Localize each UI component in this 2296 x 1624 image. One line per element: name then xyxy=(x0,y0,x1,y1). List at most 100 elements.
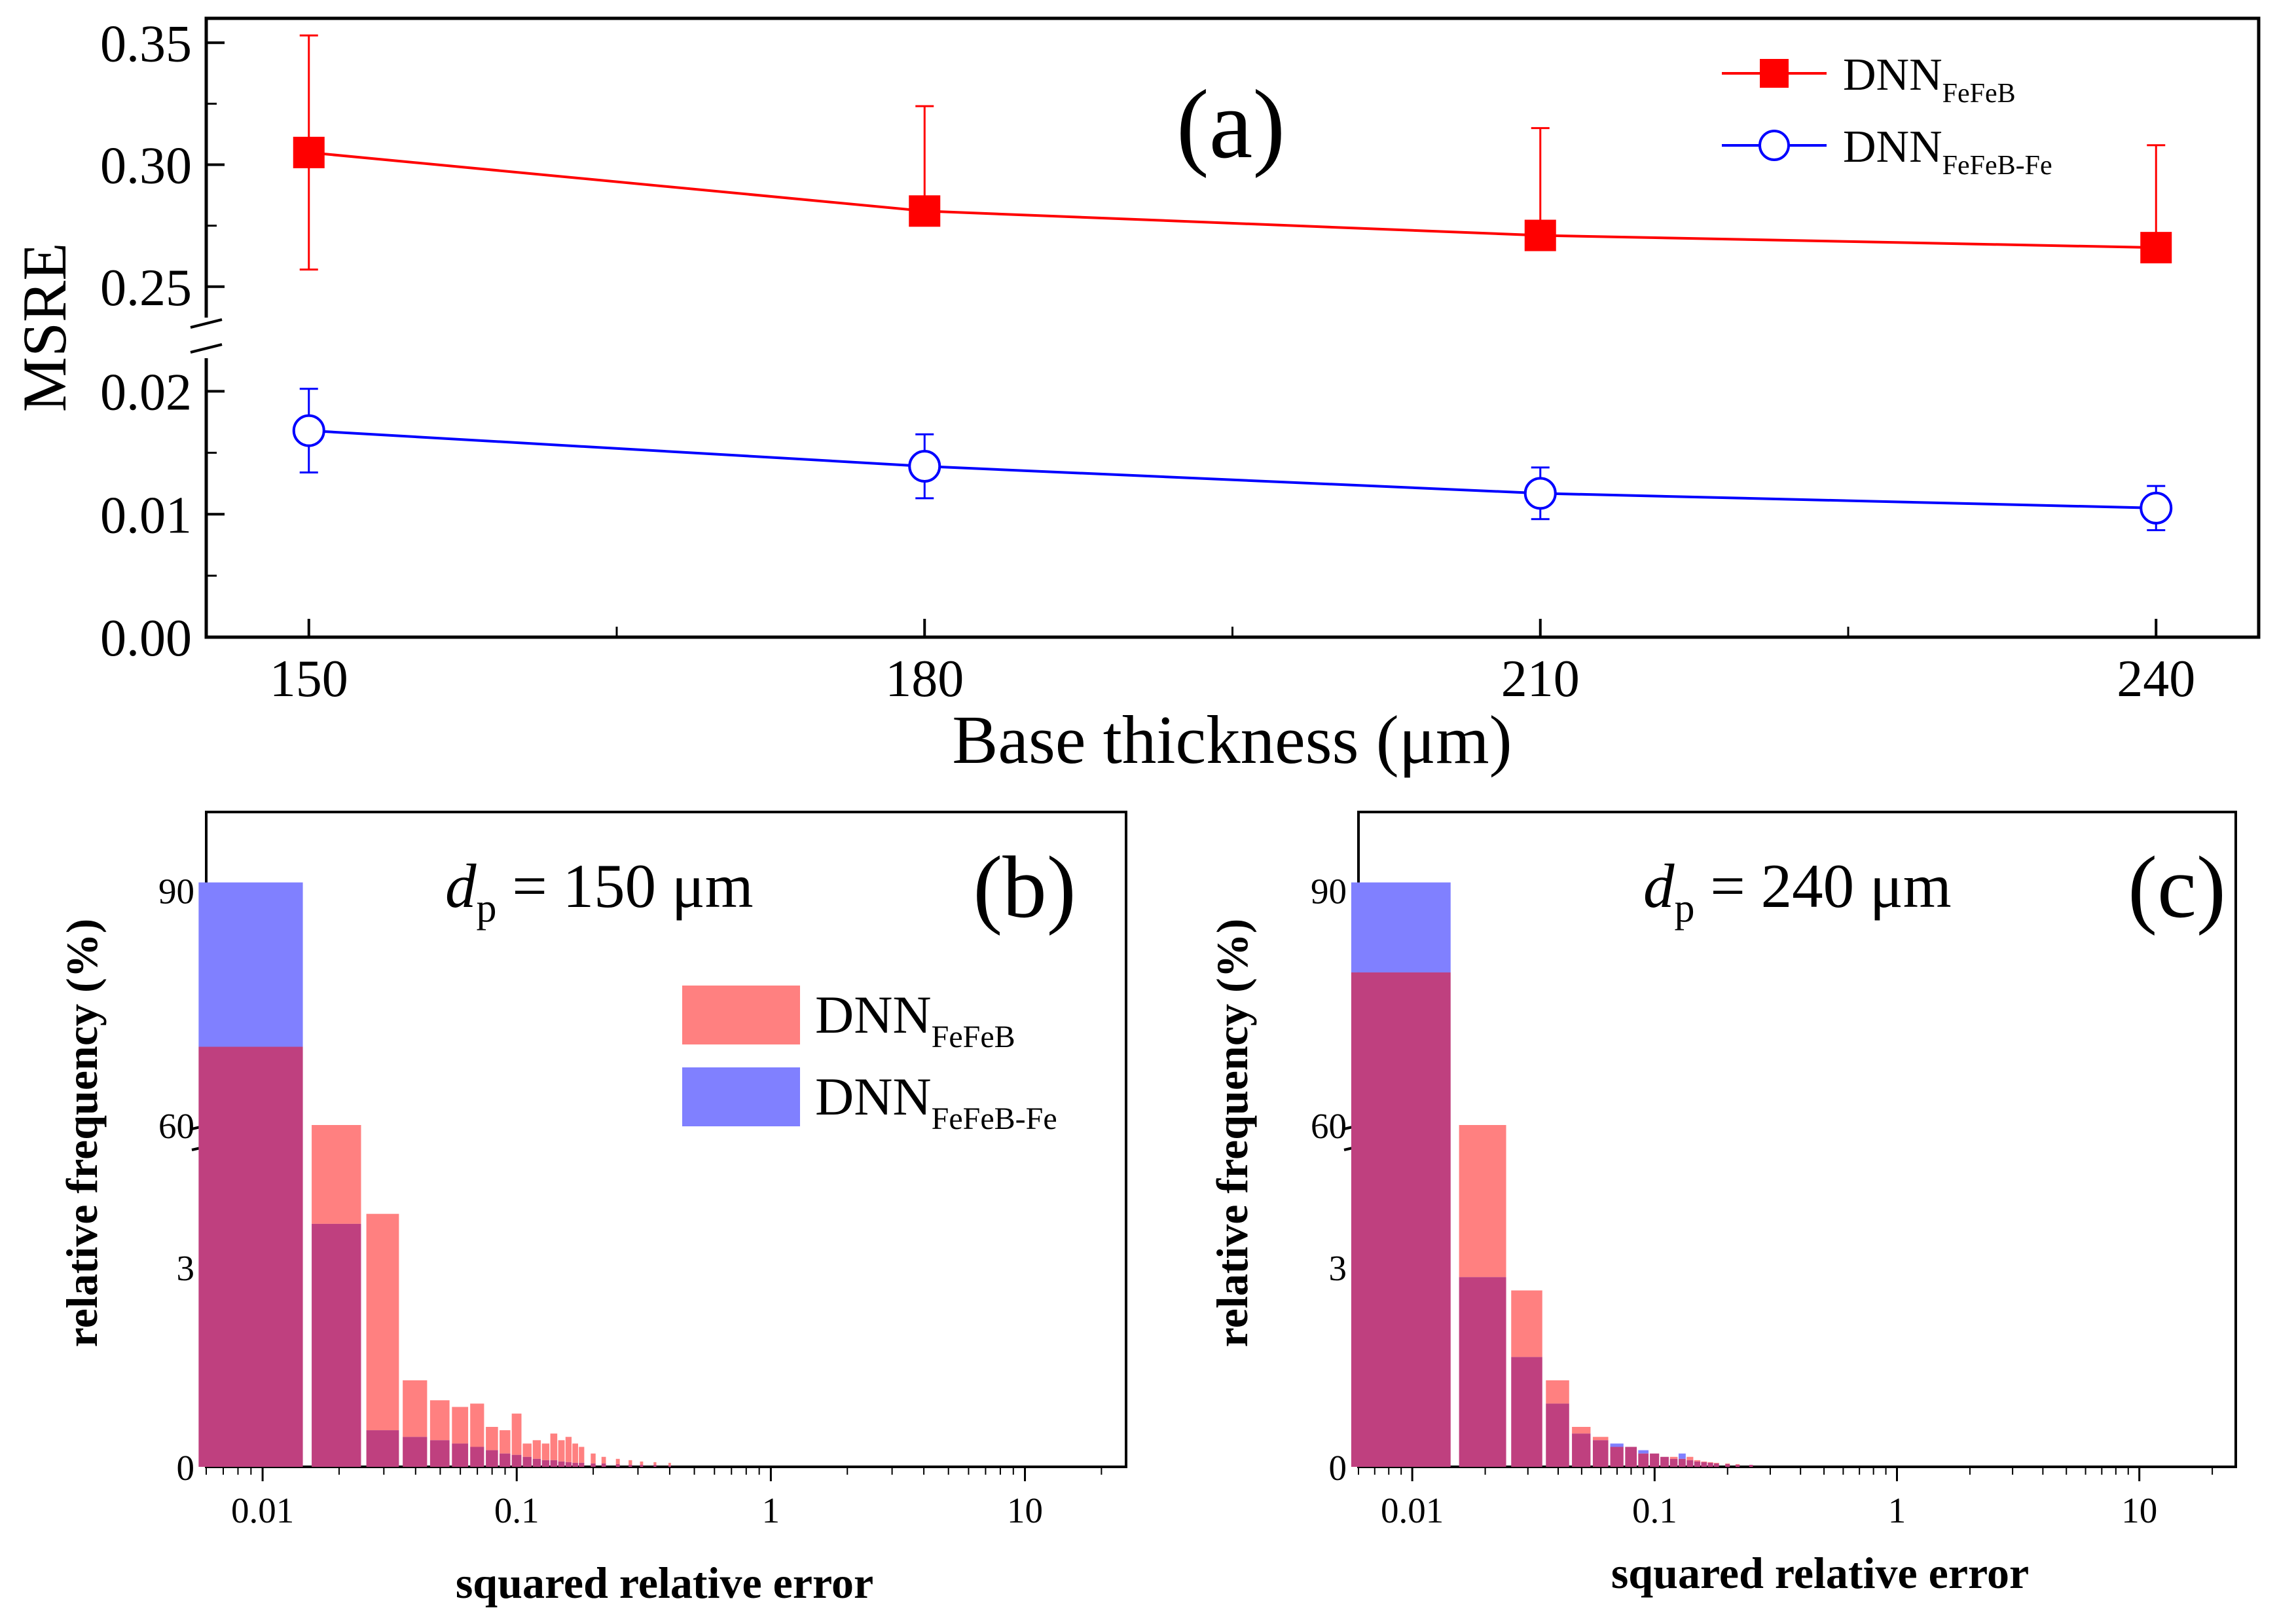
bar-fefeb xyxy=(629,1460,632,1465)
data-point-square xyxy=(909,195,941,227)
legend-entry: DNNFeFeB-Fe xyxy=(815,1067,1057,1136)
legend-entry-main: DNN xyxy=(1843,122,1942,172)
panel-a-ytick-label: 0.01 xyxy=(100,487,192,544)
bar-fefeb xyxy=(1511,1290,1542,1357)
legend-entry-sub: FeFeB xyxy=(1942,79,2016,109)
bar-overlap xyxy=(532,1458,541,1467)
bar-overlap xyxy=(470,1447,484,1467)
legend-marker-circle xyxy=(1758,130,1790,161)
bar-overlap xyxy=(429,1440,450,1467)
bar-fefeb xyxy=(579,1447,585,1463)
bar-fefeb xyxy=(1592,1437,1609,1441)
panel-a-axis-break-mark xyxy=(190,343,223,354)
ytick-label: 90 xyxy=(158,872,194,912)
panel-a-xtick-label: 240 xyxy=(2117,650,2195,708)
bar-overlap xyxy=(452,1443,469,1467)
legend-entry-sub: FeFeB xyxy=(932,1020,1015,1054)
legend-marker-square xyxy=(1760,59,1789,88)
bar-overlap xyxy=(1701,1462,1707,1467)
bar-fefeb xyxy=(1459,1125,1506,1278)
legend-entry-sub: FeFeB-Fe xyxy=(932,1101,1057,1136)
bar-overlap xyxy=(1713,1463,1719,1467)
bar-overlap xyxy=(486,1450,498,1467)
bar-overlap xyxy=(565,1462,572,1467)
bar-overlap xyxy=(522,1456,532,1467)
bar-overlap xyxy=(312,1223,361,1467)
bar-fefeb xyxy=(591,1453,596,1464)
panel-a-xtick-label: 150 xyxy=(270,650,348,708)
bar-overlap xyxy=(1686,1460,1694,1467)
bar-fefeb xyxy=(541,1443,550,1460)
data-point-circle xyxy=(292,414,325,447)
bar-fefeb xyxy=(532,1440,541,1459)
legend-swatch-fefeb-fe xyxy=(682,1067,800,1126)
xtick-label: 10 xyxy=(2121,1490,2157,1530)
bar-overlap xyxy=(1546,1403,1569,1467)
bar-overlap xyxy=(615,1464,620,1467)
bar-fefeb xyxy=(640,1461,644,1465)
legend-entry-sub: FeFeB-Fe xyxy=(1942,151,2052,181)
bar-fefeb xyxy=(522,1443,532,1457)
xtick-label: 1 xyxy=(1888,1490,1906,1530)
bar-overlap xyxy=(1572,1433,1591,1467)
legend-swatch-fefeb xyxy=(682,986,800,1044)
panel-a-xtick-label: 210 xyxy=(1501,650,1580,708)
bar-fefeb xyxy=(1694,1460,1701,1462)
panel-c: 0 3 60 90 0.01 0.1 1 10 (c) dp = 240 μm squared… xyxy=(1207,811,2237,1598)
bar-fefeb-fe xyxy=(1638,1450,1649,1454)
bar-overlap xyxy=(572,1462,579,1467)
data-point-square xyxy=(2140,232,2172,264)
bar-overlap xyxy=(591,1463,596,1467)
panel-a-ytick-label: 0.02 xyxy=(100,364,192,422)
bar-fefeb xyxy=(572,1443,579,1463)
bar-overlap xyxy=(601,1463,606,1467)
data-point-square xyxy=(1524,219,1556,251)
panel-c-annotation-sub: p xyxy=(1675,886,1695,931)
bar-fefeb xyxy=(1546,1380,1569,1404)
bar-fefeb-fe xyxy=(1351,882,1451,972)
bar-overlap xyxy=(1678,1458,1686,1467)
bar-overlap xyxy=(640,1464,644,1467)
bar-fefeb xyxy=(1686,1456,1694,1460)
bar-fefeb xyxy=(615,1458,620,1464)
legend-entry-main: DNN xyxy=(815,985,932,1044)
panel-b-bars xyxy=(198,882,671,1467)
data-point-square xyxy=(293,136,325,168)
bar-fefeb xyxy=(653,1462,657,1465)
bar-overlap xyxy=(1459,1277,1506,1467)
data-point-circle xyxy=(1523,477,1557,510)
panel-a-axes: 0.00 0.01 0.02 0.25 0.30 0.35 150 180 210 240 xyxy=(100,15,2195,708)
bar-fefeb xyxy=(1572,1427,1591,1434)
bar-fefeb xyxy=(601,1456,606,1464)
panel-a: 0.00 0.01 0.02 0.25 0.30 0.35 150 180 210 240 (a)… xyxy=(10,15,2261,778)
bar-fefeb xyxy=(668,1462,671,1466)
bar-overlap xyxy=(579,1462,585,1467)
bar-overlap xyxy=(668,1465,671,1467)
bar-overlap xyxy=(198,1046,303,1467)
bar-overlap xyxy=(1610,1447,1624,1467)
panel-b-legend: DNNFeFeB DNNFeFeB-Fe xyxy=(682,985,1057,1136)
ytick-label: 90 xyxy=(1311,872,1347,912)
bar-fefeb xyxy=(486,1427,498,1450)
bar-overlap xyxy=(1749,1464,1753,1467)
bar-overlap xyxy=(1351,972,1451,1467)
panel-c-annotation-rest: = 240 μm xyxy=(1695,851,1952,921)
bar-overlap xyxy=(653,1464,657,1467)
series-line-fefeb xyxy=(308,151,2157,249)
panel-c-annotation-var: d xyxy=(1643,851,1675,921)
bar-overlap xyxy=(1592,1440,1609,1467)
legend-entry: DNNFeFeB xyxy=(1843,50,2016,109)
bar-fefeb xyxy=(429,1400,450,1441)
bar-overlap xyxy=(1660,1456,1669,1467)
panel-c-label: (c) xyxy=(2128,839,2226,936)
series-line-fefeb-fe xyxy=(308,429,2157,509)
panel-a-ytick-label: 0.35 xyxy=(100,15,192,73)
bar-overlap xyxy=(1669,1458,1678,1467)
panel-a-ytick-label: 0.25 xyxy=(100,259,192,317)
legend-entry-main: DNN xyxy=(1843,50,1942,100)
bar-fefeb xyxy=(366,1213,399,1431)
bar-overlap xyxy=(1638,1453,1649,1467)
bar-overlap xyxy=(366,1430,399,1467)
